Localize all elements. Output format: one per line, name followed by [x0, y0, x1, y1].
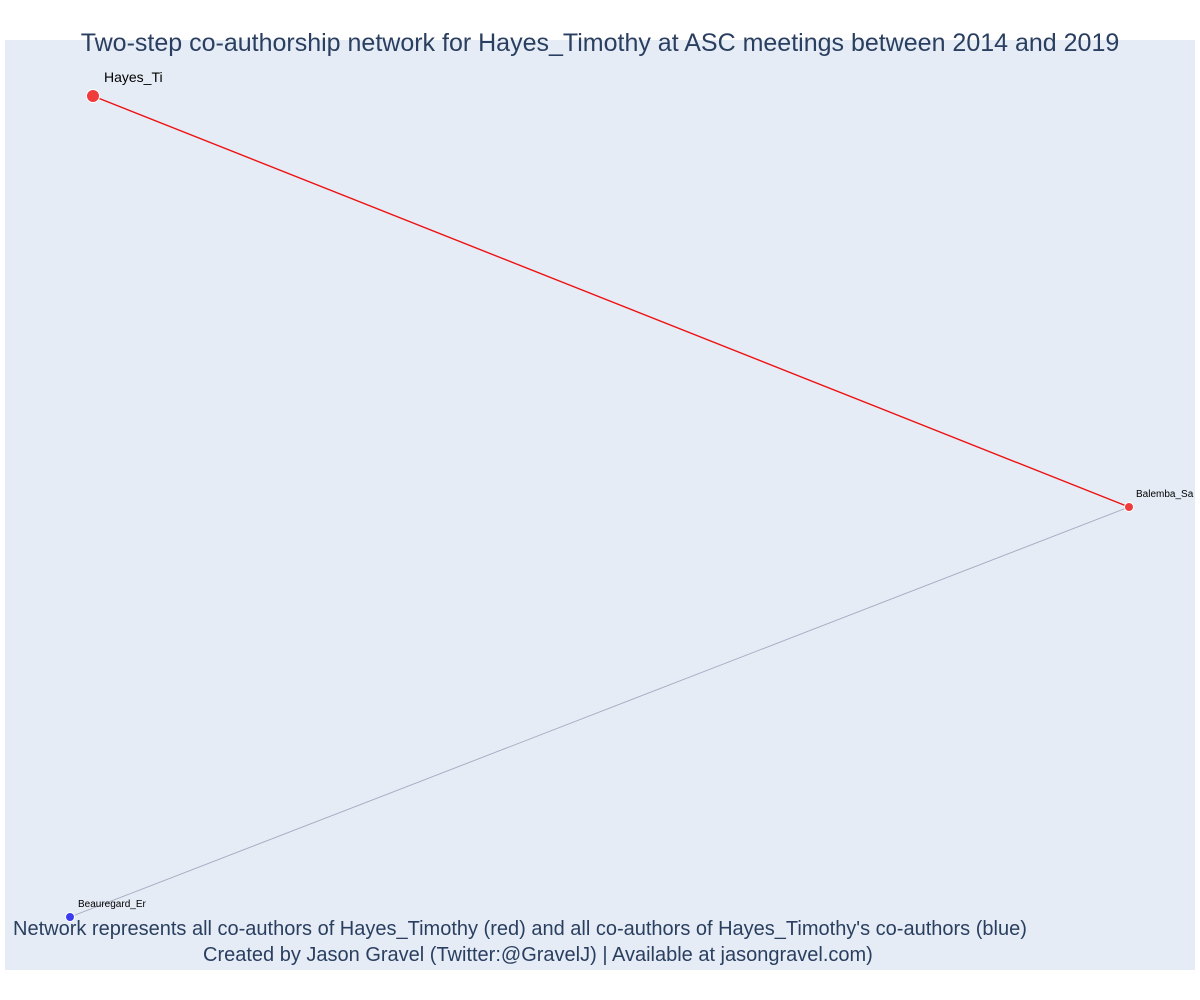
- node-Hayes_Ti[interactable]: [86, 89, 100, 103]
- node-label-Beauregard_Er: Beauregard_Er: [78, 899, 146, 910]
- labels-layer: Hayes_Ti Balemba_Sa Beauregard_Er: [78, 69, 1194, 910]
- nodes-layer: [65, 89, 1134, 922]
- node-Balemba_Sa[interactable]: [1124, 502, 1134, 512]
- plot-area: [5, 40, 1195, 970]
- edge-Balemba_Sa-Beauregard_Er: [69, 506, 1130, 918]
- node-label-Hayes_Ti: Hayes_Ti: [104, 69, 163, 85]
- edge-Hayes_Ti-Balemba_Sa: [92, 95, 1130, 508]
- edges-layer: [69, 95, 1130, 918]
- node-label-Balemba_Sa: Balemba_Sa: [1136, 489, 1194, 500]
- node-Beauregard_Er[interactable]: [65, 912, 75, 922]
- caption-credits: Created by Jason Gravel (Twitter:@Gravel…: [203, 944, 873, 966]
- caption-network-description: Network represents all co-authors of Hay…: [13, 918, 1027, 940]
- chart-title: Two-step co-authorship network for Hayes…: [80, 29, 1120, 57]
